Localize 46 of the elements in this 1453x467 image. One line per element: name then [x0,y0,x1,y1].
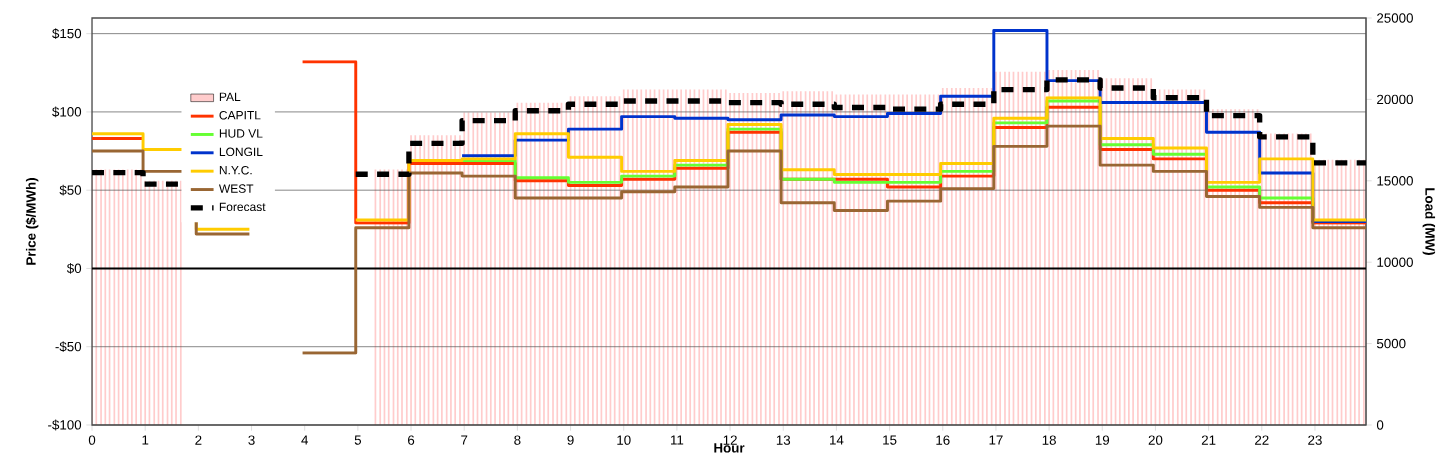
x-tick-label: 12 [723,435,737,445]
x-tick-label: 14 [830,435,844,445]
y-tick-label: $0 [66,263,82,274]
y-tick-label: -$100 [48,419,82,431]
y2-tick-label: 0 [1376,420,1384,430]
x-tick-label: 22 [1255,435,1269,445]
x-tick-label: 4 [301,435,309,445]
y-tick-label: -$50 [55,341,82,353]
legend-label: N.Y.C. [219,165,252,175]
x-tick-label: 15 [883,435,897,445]
x-axis-title: Hour [714,443,745,453]
y2-tick-label: 20000 [1377,94,1413,105]
y2-tick-label: 5000 [1376,338,1406,349]
y2-axis-title: Load (MW) [1422,188,1436,255]
x-tick-label: 1 [142,435,149,445]
legend-label: CAPITL [219,110,261,120]
legend-label: WEST [218,184,254,193]
x-tick-label: 10 [617,435,631,445]
x-tick-label: 6 [408,435,415,445]
x-tick-label: 0 [88,435,96,445]
x-tick-label: 21 [1201,435,1216,445]
x-tick-label: 3 [248,435,255,445]
x-tick-label: 20 [1148,435,1163,445]
y-axis-title: Price ($/MWh) [25,178,39,265]
x-tick-label: 9 [567,435,574,445]
x-tick-label: 11 [671,435,684,445]
x-tick-label: 23 [1308,435,1322,445]
legend-label: Forecast [219,202,266,212]
x-tick-label: 8 [514,435,521,445]
y-tick-label: $100 [52,106,82,118]
x-tick-label: 18 [1042,435,1056,445]
y2-tick-label: 25000 [1377,13,1413,23]
x-tick-label: 19 [1095,435,1110,445]
x-tick-label: 13 [776,435,791,445]
x-tick-label: 16 [936,435,950,445]
legend-label: LONGIL [219,147,263,157]
x-tick-label: 2 [195,435,202,445]
legend-label: PAL [219,92,241,101]
y2-tick-label: 10000 [1377,257,1413,267]
y-tick-label: $150 [52,28,82,40]
y-tick-label: $50 [59,184,82,196]
legend-label: HUD VL [219,129,263,138]
x-tick-label: 17 [989,435,1003,445]
x-tick-label: 7 [461,435,468,445]
y2-tick-label: 15000 [1377,176,1413,186]
x-tick-label: 5 [354,435,362,445]
